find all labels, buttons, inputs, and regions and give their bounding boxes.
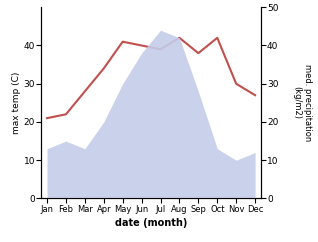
Y-axis label: med. precipitation
(kg/m2): med. precipitation (kg/m2) [292,64,312,142]
Y-axis label: max temp (C): max temp (C) [12,72,21,134]
X-axis label: date (month): date (month) [115,218,187,228]
